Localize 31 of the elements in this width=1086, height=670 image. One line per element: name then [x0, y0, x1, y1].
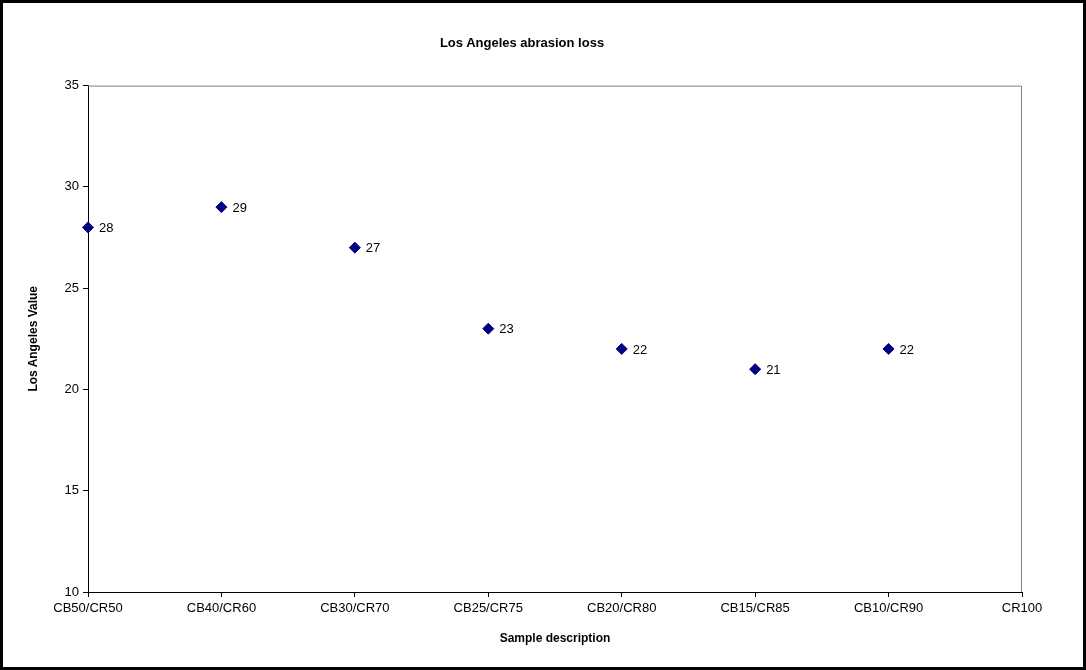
- data-label: 27: [365, 240, 381, 256]
- point: [348, 241, 361, 254]
- point: [482, 322, 495, 335]
- point: [615, 342, 628, 355]
- x-tick-label: CB15/CR85: [720, 600, 790, 616]
- y-tick-label: 15: [64, 482, 79, 498]
- data-label: 21: [766, 361, 781, 377]
- y-tick-label: 10: [64, 583, 79, 599]
- data-label: 28: [99, 219, 114, 235]
- x-axis-title: Sample description: [499, 631, 611, 646]
- x-tick-label: CB20/CR80: [587, 600, 657, 616]
- y-tick-label: 30: [64, 178, 79, 194]
- data-label: 23: [499, 321, 514, 337]
- point: [215, 201, 228, 214]
- point: [882, 342, 895, 355]
- data-label: 22: [899, 341, 915, 357]
- chart-title: Los Angeles abrasion loss: [439, 35, 605, 51]
- x-tick-label: CB25/CR75: [453, 600, 523, 616]
- data-label: 22: [632, 341, 648, 357]
- data-label: 29: [232, 199, 247, 215]
- x-tick-label: CB50/CR50: [53, 600, 123, 616]
- y-tick-label: 25: [64, 279, 79, 295]
- y-axis-title: Los Angeles Value: [25, 285, 40, 392]
- point: [82, 221, 94, 234]
- point: [749, 363, 762, 376]
- x-tick-label: CB40/CR60: [186, 600, 257, 616]
- y-tick-label: 35: [64, 77, 79, 93]
- x-tick-label: CB10/CR90: [853, 600, 924, 616]
- x-tick-label: CB30/CR70: [320, 600, 390, 616]
- y-tick-label: 20: [64, 381, 79, 397]
- x-tick-label: CR100: [1001, 600, 1043, 616]
